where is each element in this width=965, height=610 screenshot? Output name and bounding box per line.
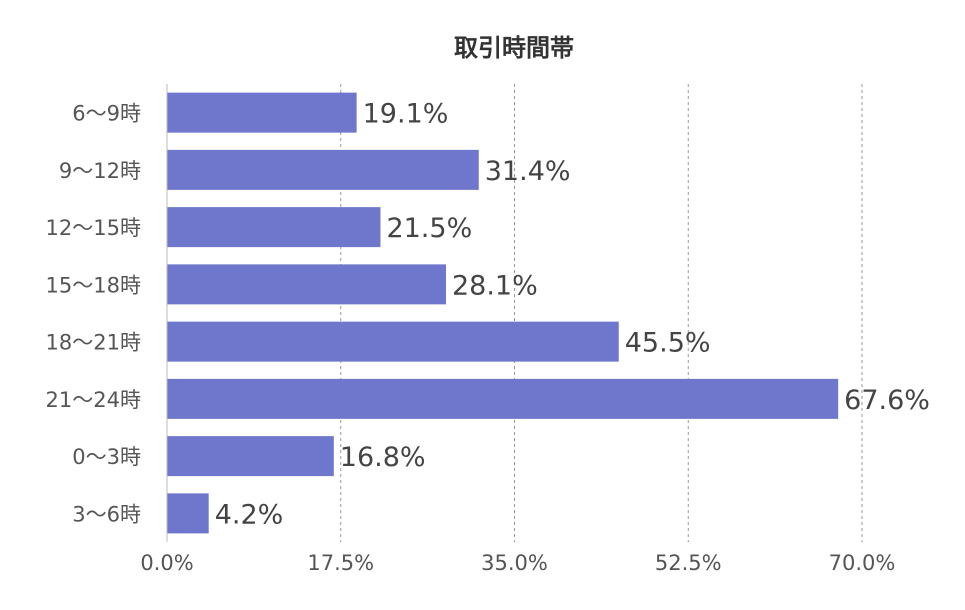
bar-value-label: 67.6% (844, 385, 930, 416)
bar-value-label: 28.1% (452, 270, 538, 301)
bar (167, 92, 357, 133)
x-tick-label: 52.5% (655, 551, 722, 575)
x-tick-label: 0.0% (140, 551, 193, 575)
category-label: 6〜9時 (72, 102, 141, 126)
bar-value-label: 4.2% (215, 499, 284, 530)
bars: 19.1% 31.4% 21.5% 28.1% 45.5% 67.6% 16.8% 4.2% (167, 92, 930, 534)
grid-lines (340, 84, 863, 542)
chart-title: 取引時間帯 (454, 34, 574, 62)
category-label: 18〜21時 (46, 331, 141, 355)
bar (167, 207, 381, 248)
category-label: 21〜24時 (46, 388, 141, 412)
category-labels: 6〜9時 9〜12時 12〜15時 15〜18時 18〜21時 21〜24時 0〜3時 3〜6… (46, 102, 141, 527)
category-label: 0〜3時 (72, 445, 141, 469)
x-tick-label: 70.0% (829, 551, 896, 575)
category-label: 12〜15時 (46, 216, 141, 240)
bar-value-label: 21.5% (386, 213, 472, 244)
bar (167, 149, 479, 190)
bar (167, 264, 446, 305)
x-tick-label: 35.0% (481, 551, 548, 575)
x-tick-label: 17.5% (307, 551, 374, 575)
bar-value-label: 45.5% (625, 328, 711, 359)
category-label: 15〜18時 (46, 273, 141, 297)
x-tick-labels: 0.0% 17.5% 35.0% 52.5% 70.0% (140, 551, 895, 575)
bar (167, 378, 839, 419)
category-label: 9〜12時 (59, 159, 141, 183)
bar (167, 493, 209, 534)
bar (167, 436, 334, 477)
category-label: 3〜6時 (72, 502, 141, 526)
bar-value-label: 31.4% (485, 156, 571, 187)
bar (167, 321, 619, 362)
bar-value-label: 19.1% (363, 99, 449, 130)
bar-value-label: 16.8% (340, 442, 426, 473)
